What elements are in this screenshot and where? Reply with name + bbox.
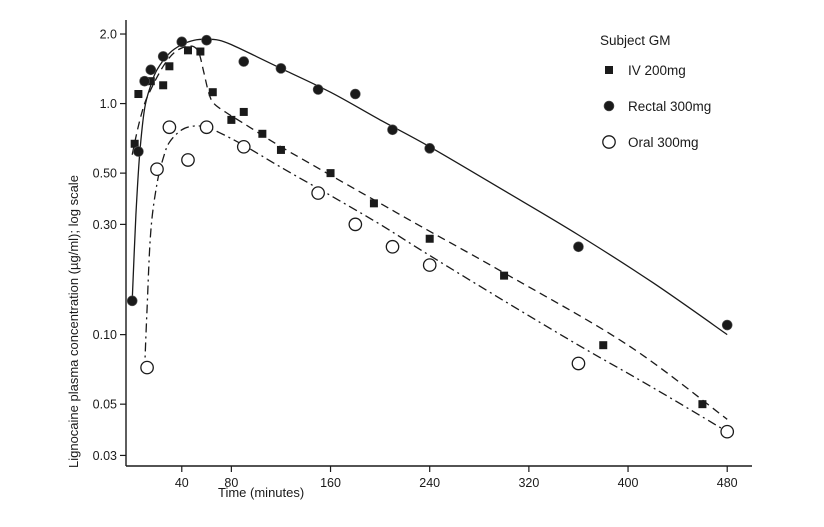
- oral-300mg-point: [140, 360, 154, 375]
- axes: [125, 20, 752, 467]
- x-tick-label: 320: [518, 476, 539, 490]
- oral-300mg-point: [236, 139, 251, 154]
- y-tick-label: 0.03: [93, 449, 117, 463]
- y-tick-label: 0.50: [93, 167, 117, 181]
- y-axis-label: Lignocaine plasma concentration (µg/ml);…: [66, 175, 81, 468]
- iv-200mg-point: [196, 47, 205, 56]
- oral-300mg-point: [162, 120, 177, 135]
- fit-curves: [131, 38, 728, 433]
- x-tick-label: 240: [419, 476, 440, 490]
- oral-300mg-point: [199, 120, 214, 135]
- rectal-300mg-legend-label: Rectal 300mg: [628, 99, 711, 114]
- rectal-300mg-point: [238, 56, 250, 67]
- rectal-300mg-point: [201, 34, 212, 46]
- iv-200mg-point: [208, 88, 217, 97]
- iv-200mg-point: [258, 129, 267, 138]
- ticks: 0.03 0.05 0.10 0.30 0.50 1.0 2.0 40 80 160 240 320 4…: [93, 28, 738, 490]
- rectal-300mg-fit-curve: [131, 38, 728, 336]
- y-tick-label: 2.0: [100, 28, 117, 42]
- legend-title: Subject GM: [600, 33, 671, 48]
- iv-200mg-point: [183, 46, 192, 55]
- rectal-300mg-point: [176, 36, 188, 48]
- oral-300mg-point: [150, 162, 164, 177]
- iv-200mg-fit-curve: [131, 45, 728, 420]
- rectal-300mg-point: [721, 319, 733, 331]
- rectal-300mg-point: [275, 63, 287, 74]
- oral-300mg-point: [422, 258, 437, 272]
- y-tick-label: 0.05: [93, 398, 117, 412]
- iv-200mg-point: [165, 62, 174, 71]
- iv-200mg-legend-label: IV 200mg: [628, 63, 686, 78]
- iv-200mg-point: [599, 341, 608, 350]
- iv-200mg-point: [425, 234, 434, 243]
- iv-200mg-point: [326, 169, 335, 178]
- iv-200mg-point: [500, 271, 509, 280]
- rectal-300mg-point: [387, 124, 398, 136]
- iv-200mg-point: [239, 107, 248, 116]
- oral-300mg-point: [720, 424, 735, 439]
- x-tick-label: 400: [618, 476, 639, 490]
- data-points: [126, 34, 735, 439]
- oral-300mg-point: [348, 217, 363, 232]
- rectal-300mg-point: [139, 75, 150, 87]
- iv-200mg-point: [698, 400, 707, 409]
- iv-200mg-point: [130, 139, 139, 148]
- x-tick-label: 160: [320, 476, 341, 490]
- iv-200mg-legend-marker: [605, 66, 613, 74]
- y-tick-label: 0.30: [93, 218, 117, 232]
- rectal-300mg-point: [573, 241, 584, 253]
- oral-300mg-legend-label: Oral 300mg: [628, 135, 699, 150]
- rectal-300mg-point: [157, 51, 169, 62]
- y-tick-label: 1.0: [100, 97, 117, 111]
- iv-200mg-point: [159, 81, 168, 90]
- rectal-300mg-point: [424, 143, 436, 154]
- oral-300mg-fit-curve: [143, 125, 728, 433]
- rectal-300mg-point: [145, 64, 157, 76]
- rectal-300mg-point: [133, 146, 144, 157]
- x-axis-label: Time (minutes): [218, 485, 304, 500]
- rectal-300mg-point: [350, 88, 361, 100]
- iv-200mg-point: [146, 77, 155, 86]
- oral-300mg-point: [571, 356, 586, 371]
- oral-300mg-legend-marker: [602, 135, 616, 149]
- oral-300mg-point: [311, 186, 325, 200]
- iv-200mg-point: [369, 199, 378, 208]
- rectal-300mg-point: [126, 295, 138, 307]
- legend: Subject GM IV 200mg Rectal 300mg Oral 300m…: [600, 33, 711, 150]
- x-tick-label: 80: [224, 476, 238, 490]
- rectal-300mg-point: [312, 84, 324, 95]
- x-tick-label: 480: [717, 476, 738, 490]
- iv-200mg-point: [276, 145, 285, 154]
- oral-300mg-point: [385, 239, 400, 254]
- x-tick-label: 40: [175, 476, 189, 490]
- iv-200mg-point: [134, 90, 143, 99]
- iv-200mg-point: [227, 115, 236, 124]
- y-tick-label: 0.10: [93, 328, 117, 342]
- oral-300mg-point: [181, 153, 195, 167]
- rectal-300mg-legend-marker: [603, 100, 615, 112]
